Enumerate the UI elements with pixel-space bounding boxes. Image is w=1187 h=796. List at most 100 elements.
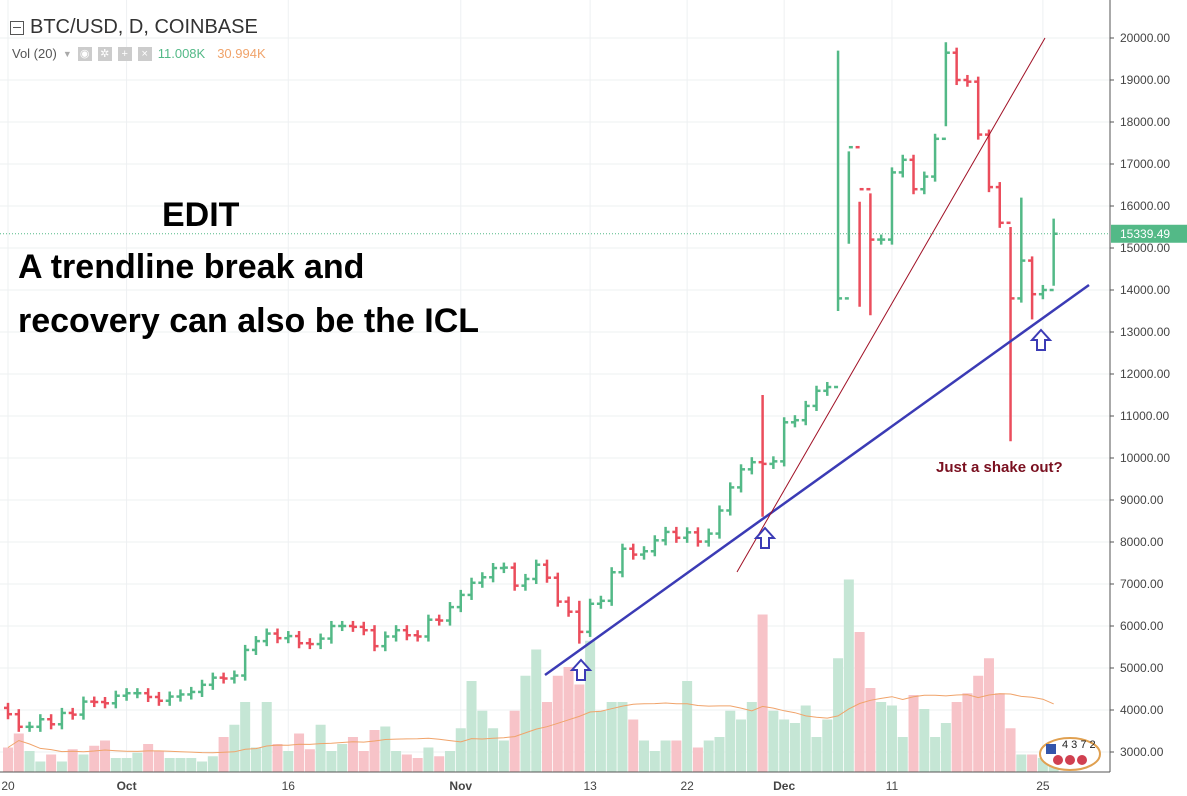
ohlc-bar xyxy=(79,696,88,720)
volume-bar xyxy=(811,737,822,772)
chart-header: BTC/USD, D, COINBASE xyxy=(10,16,258,39)
ohlc-bar xyxy=(111,690,120,709)
y-tick-label: 16000.00 xyxy=(1120,199,1170,213)
symbol-title: BTC/USD, D, COINBASE xyxy=(30,16,258,38)
volume-bar xyxy=(197,761,208,772)
collapse-icon[interactable] xyxy=(10,20,24,35)
ohlc-bar xyxy=(445,602,454,626)
volume-ma-line xyxy=(7,693,1054,754)
ohlc-bar xyxy=(586,598,595,637)
volume-bar xyxy=(854,632,865,772)
dropdown-icon[interactable]: ▼ xyxy=(62,48,72,59)
ohlc-bar xyxy=(704,528,713,547)
close-icon[interactable]: × xyxy=(137,46,152,61)
volume-bar xyxy=(843,579,854,772)
ohlc-bar xyxy=(90,696,99,708)
volume-bar xyxy=(121,758,132,772)
x-tick-label: 13 xyxy=(583,779,597,793)
ohlc-bar xyxy=(47,714,56,730)
y-tick-label: 10000.00 xyxy=(1120,451,1170,465)
volume-bar xyxy=(865,688,876,772)
y-tick-label: 19000.00 xyxy=(1120,73,1170,87)
ohlc-bar xyxy=(1038,284,1047,300)
ohlc-bar xyxy=(144,688,153,703)
y-tick-label: 3000.00 xyxy=(1120,745,1164,759)
ohlc-bar xyxy=(984,129,993,193)
ohlc-bar xyxy=(801,400,810,426)
ohlc-bar xyxy=(133,688,142,699)
volume-ma-value: 30.994K xyxy=(217,46,266,61)
volume-bar xyxy=(315,724,326,772)
volume-bar xyxy=(940,723,951,772)
y-tick-label: 7000.00 xyxy=(1120,577,1164,591)
volume-bar xyxy=(897,737,908,772)
volume-bar xyxy=(229,724,240,772)
up-arrow-icon xyxy=(753,526,777,549)
ohlc-bar xyxy=(640,546,649,560)
ohlc-bar xyxy=(618,543,627,578)
volume-bar xyxy=(337,744,348,772)
ohlc-bar xyxy=(715,505,724,539)
ohlc-bar xyxy=(381,631,390,652)
trendline-red xyxy=(736,37,1046,573)
ohlc-bar xyxy=(941,42,950,141)
ohlc-bar xyxy=(661,526,670,546)
ohlc-bar xyxy=(909,154,918,195)
ohlc-bar xyxy=(607,567,616,606)
volume-bar xyxy=(401,754,412,772)
volume-bar xyxy=(983,658,994,772)
ohlc-bar xyxy=(726,482,735,516)
x-tick-label: 25 xyxy=(1036,779,1050,793)
ohlc-bar xyxy=(521,573,530,591)
x-tick-label: Oct xyxy=(117,779,137,793)
volume-bar xyxy=(628,719,639,772)
ohlc-bar xyxy=(176,689,185,702)
volume-bar xyxy=(542,702,552,772)
volume-bar xyxy=(768,710,779,772)
ohlc-bar xyxy=(629,543,638,560)
volume-bar xyxy=(369,730,380,772)
volume-bar xyxy=(132,752,143,772)
logo-text: 4 3 7 2 xyxy=(1062,739,1096,751)
eye-icon[interactable]: ◉ xyxy=(77,46,92,61)
volume-label[interactable]: Vol (20) xyxy=(12,46,57,61)
volume-bar xyxy=(498,740,509,772)
ohlc-bar xyxy=(790,415,799,428)
volume-bar xyxy=(703,740,714,772)
volume-bar xyxy=(660,740,671,772)
ohlc-bar xyxy=(402,625,411,641)
volume-bar xyxy=(35,761,46,772)
volume-bar xyxy=(78,754,89,772)
volume-bar xyxy=(466,681,477,772)
volume-bar xyxy=(509,710,520,772)
ohlc-bar xyxy=(737,464,746,493)
volume-value: 11.008K xyxy=(157,46,206,61)
annotation-shakeout: Just a shake out? xyxy=(936,459,1063,476)
volume-bar xyxy=(143,744,154,772)
volume-bar xyxy=(412,758,423,772)
last-price-label: 15339.49 xyxy=(1120,227,1170,241)
ohlc-bar xyxy=(499,562,508,574)
ohlc-bar xyxy=(575,600,584,644)
volume-bar xyxy=(3,747,13,772)
ohlc-bar xyxy=(564,596,573,617)
plus-icon[interactable]: + xyxy=(117,46,132,61)
ohlc-bar xyxy=(1049,218,1058,292)
ohlc-bar xyxy=(1006,221,1015,442)
ohlc-bar xyxy=(693,527,702,547)
volume-bar xyxy=(962,693,973,772)
volume-bar xyxy=(714,737,725,772)
ohlc-bar xyxy=(4,702,12,720)
volume-bar xyxy=(100,740,111,772)
up-arrow-icon xyxy=(1029,328,1053,351)
ohlc-bar xyxy=(327,620,336,644)
x-tick-label: 20 xyxy=(1,779,15,793)
volume-bar xyxy=(671,740,682,772)
x-tick-label: 11 xyxy=(886,779,899,793)
gear-icon[interactable]: ✲ xyxy=(97,46,112,61)
volume-bar xyxy=(531,649,542,772)
ohlc-bar xyxy=(467,577,476,600)
volume-bar xyxy=(488,728,499,772)
ohlc-bar xyxy=(14,709,23,732)
